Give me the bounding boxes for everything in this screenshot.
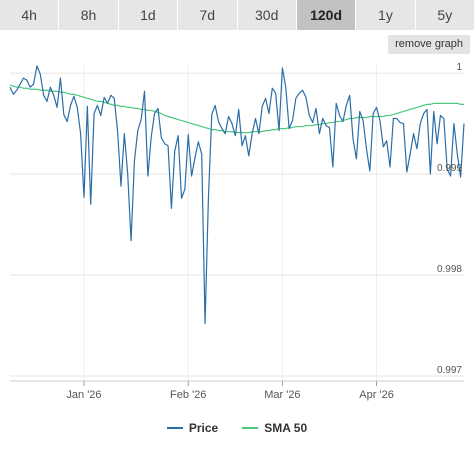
tab-30d[interactable]: 30d xyxy=(237,0,297,30)
legend: Price SMA 50 xyxy=(0,421,474,435)
sma-series xyxy=(9,84,464,134)
tab-4h[interactable]: 4h xyxy=(0,0,60,30)
y-tick-label: 0.999 xyxy=(437,163,462,174)
grid xyxy=(10,65,464,381)
legend-swatch-price xyxy=(166,427,183,429)
legend-label-sma: SMA 50 xyxy=(264,421,308,435)
legend-item-sma[interactable]: SMA 50 xyxy=(242,421,307,435)
y-tick-label: 0.998 xyxy=(437,264,462,275)
price-chart: 0.997 0.998 0.999 1 Jan '26 Feb '26 Mar '26 Apr… xyxy=(9,62,465,401)
sma-50-line xyxy=(9,84,464,134)
axes: 0.997 0.998 0.999 1 Jan '26 Feb '26 Mar '26 Apr… xyxy=(10,62,464,401)
x-tick-label: Mar '26 xyxy=(264,389,300,401)
price-series xyxy=(9,65,465,325)
legend-label-price: Price xyxy=(188,421,219,435)
price-line xyxy=(9,65,465,325)
range-tabs: 4h 8h 1d 7d 30d 120d 1y 5y xyxy=(0,0,474,30)
tab-1y[interactable]: 1y xyxy=(356,0,416,30)
y-tick-label: 0.997 xyxy=(437,365,462,376)
tab-120d[interactable]: 120d xyxy=(296,0,357,30)
tab-7d[interactable]: 7d xyxy=(178,0,238,30)
y-tick-label: 1 xyxy=(456,62,462,73)
tab-1d[interactable]: 1d xyxy=(118,0,179,30)
legend-item-price[interactable]: Price xyxy=(166,421,219,435)
tab-5y[interactable]: 5y xyxy=(415,0,474,30)
x-tick-label: Apr '26 xyxy=(359,389,394,401)
x-tick-label: Jan '26 xyxy=(66,389,101,401)
remove-graph-button[interactable]: remove graph xyxy=(388,35,470,54)
legend-swatch-sma xyxy=(242,427,259,429)
tab-8h[interactable]: 8h xyxy=(59,0,119,30)
x-tick-label: Feb '26 xyxy=(170,389,206,401)
